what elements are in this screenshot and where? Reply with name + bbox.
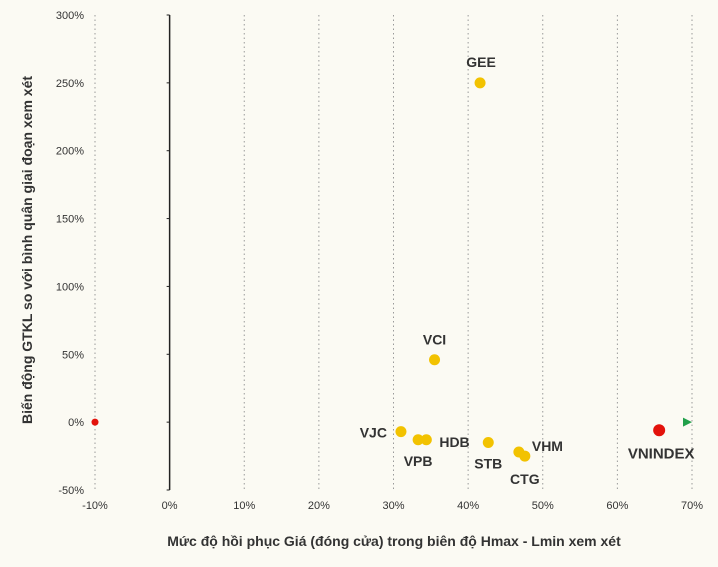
label-stb: STB: [474, 456, 502, 472]
x-tick-label-8: 70%: [681, 500, 703, 512]
y-tick-label-6: 250%: [56, 78, 84, 90]
point-labels: GEE VCI VJC VPB HDB STB VHM CTG VNINDEX: [360, 54, 695, 487]
x-tick-label-5: 40%: [457, 500, 479, 512]
label-vjc: VJC: [360, 425, 387, 441]
y-tick-label-1: 0%: [68, 417, 84, 429]
y-tick-label-7: 300%: [56, 10, 84, 22]
y-axis-title: Biến động GTKL so với bình quân giai đoạ…: [19, 76, 35, 424]
point-vnindex: [653, 424, 666, 437]
label-vci: VCI: [423, 332, 446, 348]
y-tick-label-3: 100%: [56, 281, 84, 293]
label-vnindex: VNINDEX: [628, 445, 695, 462]
point-vpb: [412, 434, 424, 446]
label-hdb: HDB: [439, 434, 469, 450]
point-hdb: [420, 434, 432, 446]
grid-lines: [94, 15, 693, 490]
x-tick-label-4: 30%: [382, 500, 404, 512]
x-tick-label-2: 10%: [233, 500, 255, 512]
x-axis-title: Mức độ hồi phục Giá (đóng cửa) trong biê…: [167, 533, 621, 549]
x-axis-arrow-start: [91, 418, 99, 426]
label-gee: GEE: [466, 54, 496, 70]
x-tick-label-1: 0%: [162, 500, 178, 512]
axes: [91, 14, 692, 491]
point-gee: [474, 77, 486, 89]
data-points: [395, 77, 666, 462]
label-vpb: VPB: [404, 453, 433, 469]
label-vhm: VHM: [532, 438, 563, 454]
label-ctg: CTG: [510, 471, 540, 487]
x-tick-label-0: -10%: [82, 500, 108, 512]
tick-labels: -10% 0% 10% 20% 30% 40% 50% 60% 70% -50% 0% 50% 100%…: [56, 10, 703, 512]
x-tick-label-3: 20%: [308, 500, 330, 512]
y-tick-label-0: -50%: [58, 485, 84, 497]
point-stb: [482, 437, 494, 448]
x-tick-label-7: 60%: [606, 500, 628, 512]
point-ctg: [519, 450, 531, 462]
point-vjc: [395, 426, 407, 438]
y-tick-label-5: 200%: [56, 146, 84, 158]
x-tick-label-6: 50%: [532, 500, 554, 512]
point-vci: [429, 354, 441, 366]
y-tick-label-2: 50%: [62, 349, 84, 361]
y-tick-label-4: 150%: [56, 214, 84, 226]
x-axis-arrow-head: [683, 417, 692, 427]
